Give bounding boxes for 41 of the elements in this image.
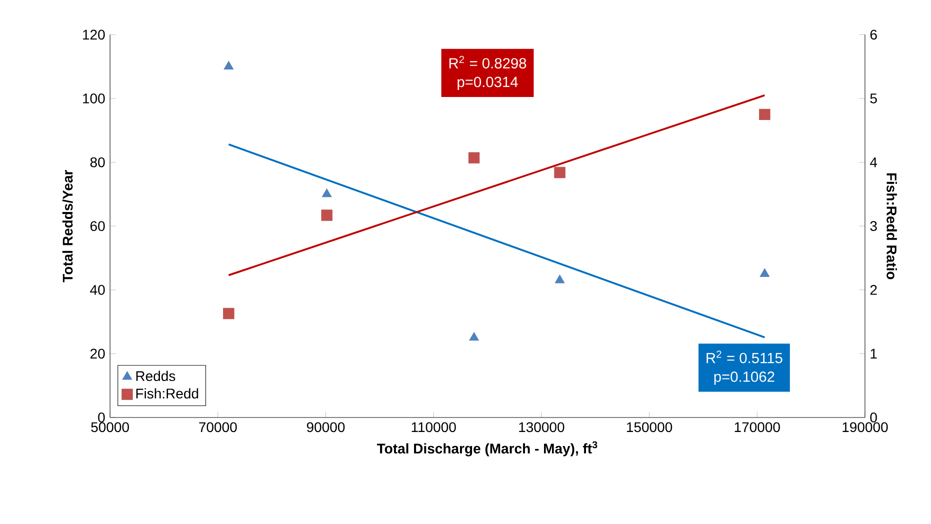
x-axis-title: Total Discharge (March - May), ft$^{3}$ [376,441,598,456]
y-axis-title: Total Redds/Year [62,170,73,282]
annotation: p=0.0314 [458,76,518,90]
y2-tick-label: 3 [870,221,877,231]
y2-tick-label: 0 [870,412,877,422]
point [223,308,234,320]
y2-tick-label: 6 [870,30,877,40]
annotation: p=0.1062 [714,371,774,385]
y-tick-label: 20 [90,348,105,359]
y-tick-label: 100 [83,93,105,104]
annotation: R$^{2}$ = 0.5115 [706,350,782,364]
point [759,108,770,120]
y2-tick-label: 2 [870,284,877,295]
point [554,166,566,178]
y-tick-label: 60 [90,221,105,231]
x-tick-label: 90000 [306,422,345,432]
x-tick-label: 190000 [842,422,888,432]
y-tick-label: 0 [98,412,105,422]
x-tick-label: 130000 [519,422,564,432]
y2-tick-label: 4 [870,157,878,168]
point [224,60,234,70]
point [760,268,770,277]
y2-axis-title: Fish:Redd Ratio [886,173,897,280]
point [322,188,332,198]
legend-label: Fish:Redd [136,388,198,398]
y-tick-label: 80 [90,157,105,168]
y2-tick-label: 5 [870,94,877,104]
x-tick-label: 170000 [734,422,780,432]
point [469,332,479,341]
point [554,274,565,284]
x-tick-label: 150000 [626,422,672,432]
x-tick-label: 50000 [91,422,129,432]
x-tick-label: 70000 [199,422,237,432]
x-tick-label: 110000 [412,422,456,432]
y-tick-label: 40 [90,284,105,295]
y2-tick-label: 1 [870,348,877,358]
annotation: R$^{2}$ = 0.8298 [449,56,526,68]
y-tick-label: 120 [83,30,105,40]
point [321,210,332,221]
legend-label: Redds [136,370,176,381]
point [468,152,480,164]
